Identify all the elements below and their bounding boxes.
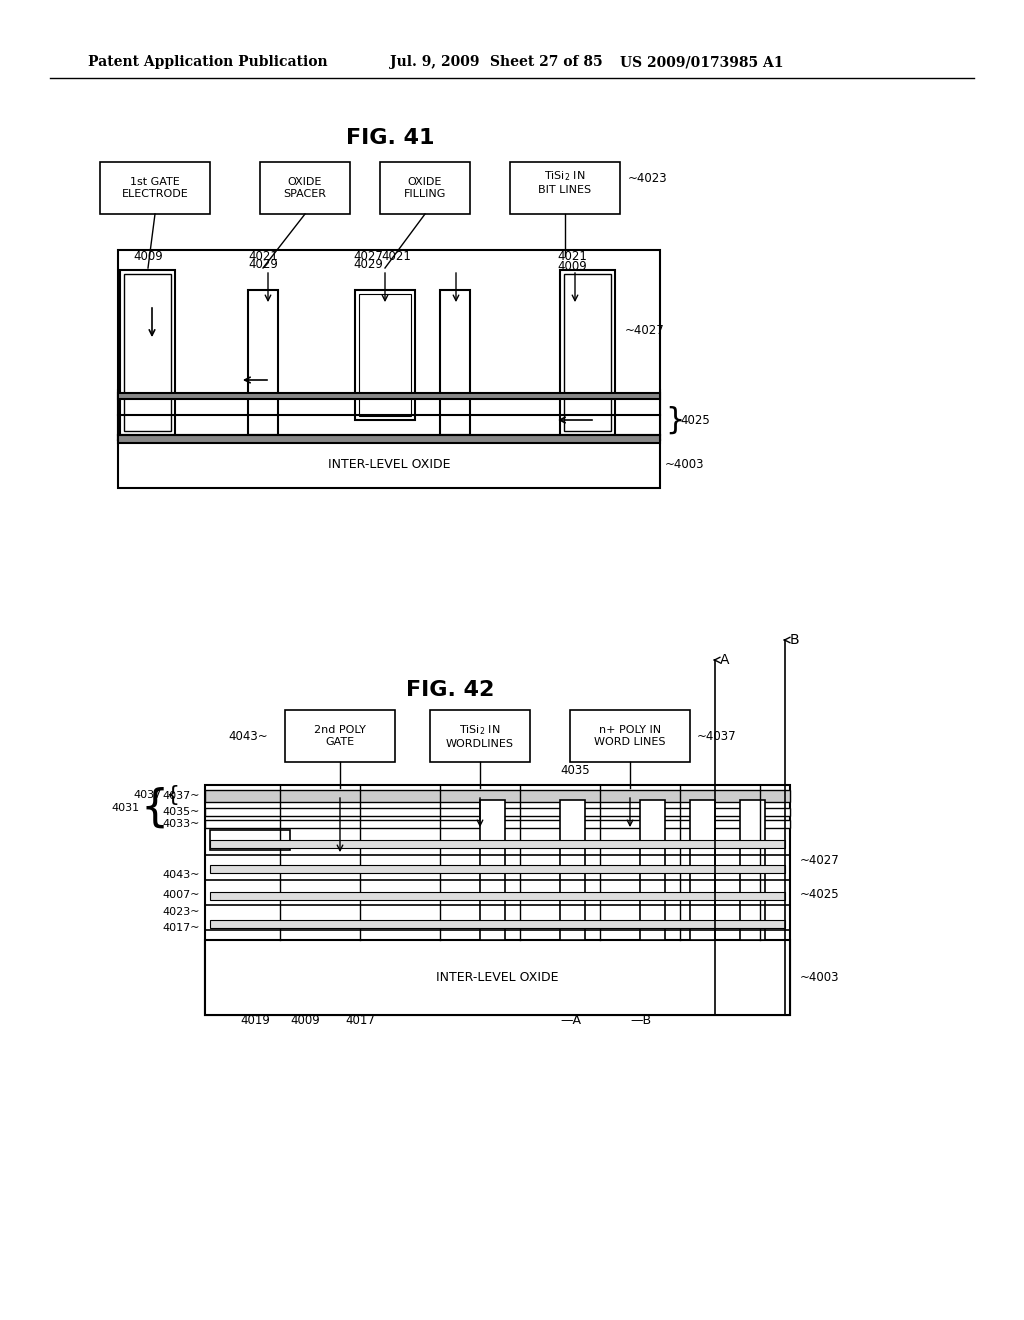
Bar — [210, 892, 785, 900]
Text: 4009: 4009 — [133, 249, 163, 263]
Text: 4037: 4037 — [134, 789, 162, 800]
Text: FIG. 42: FIG. 42 — [406, 680, 495, 700]
Text: 4025: 4025 — [680, 413, 710, 426]
Text: —A: —A — [560, 1014, 581, 1027]
Text: TiSi$_2$ IN
WORDLINES: TiSi$_2$ IN WORDLINES — [446, 723, 514, 750]
Text: 4007~: 4007~ — [163, 890, 200, 900]
Bar — [205, 808, 790, 816]
Bar — [440, 290, 470, 436]
Bar — [570, 710, 690, 762]
Text: 4029: 4029 — [248, 259, 278, 272]
Text: 4021: 4021 — [248, 249, 278, 263]
Text: ~4003: ~4003 — [800, 972, 840, 983]
Text: {: { — [165, 785, 179, 805]
Bar — [210, 865, 785, 873]
Text: ~4025: ~4025 — [800, 888, 840, 902]
Text: 4017: 4017 — [345, 1014, 375, 1027]
Bar — [480, 800, 505, 940]
Text: 4033~: 4033~ — [163, 818, 200, 829]
Bar — [285, 710, 395, 762]
Text: }: } — [665, 405, 684, 434]
Text: 2nd POLY
GATE: 2nd POLY GATE — [314, 725, 366, 747]
Text: 4009: 4009 — [290, 1014, 319, 1027]
Text: 4037~: 4037~ — [163, 791, 200, 801]
Text: 1st GATE
ELECTRODE: 1st GATE ELECTRODE — [122, 177, 188, 199]
Bar — [430, 710, 530, 762]
Text: {: { — [141, 787, 169, 829]
Text: 4031: 4031 — [112, 803, 140, 813]
Text: ~4003: ~4003 — [665, 458, 705, 470]
Text: FIG. 41: FIG. 41 — [346, 128, 434, 148]
Bar — [355, 290, 415, 420]
Text: 4019: 4019 — [240, 1014, 270, 1027]
Bar — [260, 162, 350, 214]
Text: 4017~: 4017~ — [163, 923, 200, 933]
Text: 4009: 4009 — [557, 260, 587, 273]
Text: 4043~: 4043~ — [228, 730, 268, 742]
Bar — [690, 800, 715, 940]
Text: n+ POLY IN
WORD LINES: n+ POLY IN WORD LINES — [594, 725, 666, 747]
Bar — [210, 830, 290, 850]
Bar — [118, 440, 660, 488]
Bar — [120, 271, 175, 436]
Bar — [205, 940, 790, 1015]
Text: Sheet 27 of 85: Sheet 27 of 85 — [490, 55, 603, 69]
Text: ~4023: ~4023 — [628, 172, 668, 185]
Text: Patent Application Publication: Patent Application Publication — [88, 55, 328, 69]
Text: 4027: 4027 — [353, 249, 383, 263]
Bar — [205, 820, 790, 828]
Text: INTER-LEVEL OXIDE: INTER-LEVEL OXIDE — [328, 458, 451, 470]
Text: ~4027: ~4027 — [800, 854, 840, 866]
Bar — [510, 162, 620, 214]
Text: OXIDE
SPACER: OXIDE SPACER — [284, 177, 327, 199]
Bar — [118, 249, 660, 440]
Bar — [210, 840, 785, 847]
Bar — [740, 800, 765, 940]
Text: Jul. 9, 2009: Jul. 9, 2009 — [390, 55, 479, 69]
Text: OXIDE
FILLING: OXIDE FILLING — [403, 177, 446, 199]
Bar — [640, 800, 665, 940]
Bar — [118, 389, 660, 440]
Text: ~4027: ~4027 — [625, 323, 665, 337]
Text: 4021: 4021 — [381, 249, 411, 263]
Bar — [205, 789, 790, 803]
Text: INTER-LEVEL OXIDE: INTER-LEVEL OXIDE — [436, 972, 559, 983]
Text: A: A — [720, 653, 729, 667]
Text: 4035: 4035 — [560, 763, 590, 776]
Text: TiSi$_2$ IN
BIT LINES: TiSi$_2$ IN BIT LINES — [539, 169, 592, 195]
Bar — [118, 436, 660, 444]
Text: 4043~: 4043~ — [163, 870, 200, 880]
Bar — [100, 162, 210, 214]
Text: 4029: 4029 — [353, 259, 383, 272]
Text: 4035~: 4035~ — [163, 807, 200, 817]
Text: 4023~: 4023~ — [163, 907, 200, 917]
Bar — [560, 800, 585, 940]
Text: US 2009/0173985 A1: US 2009/0173985 A1 — [620, 55, 783, 69]
Bar — [210, 920, 785, 928]
Bar — [359, 294, 411, 416]
Bar — [560, 271, 615, 436]
Bar — [380, 162, 470, 214]
Text: B: B — [790, 634, 800, 647]
Text: ~4037: ~4037 — [697, 730, 736, 742]
Text: 4021: 4021 — [557, 249, 587, 263]
Bar — [248, 290, 278, 436]
Bar — [205, 785, 790, 1015]
Bar — [118, 393, 660, 399]
Text: —B: —B — [630, 1014, 651, 1027]
Bar — [124, 275, 171, 432]
Bar — [564, 275, 611, 432]
